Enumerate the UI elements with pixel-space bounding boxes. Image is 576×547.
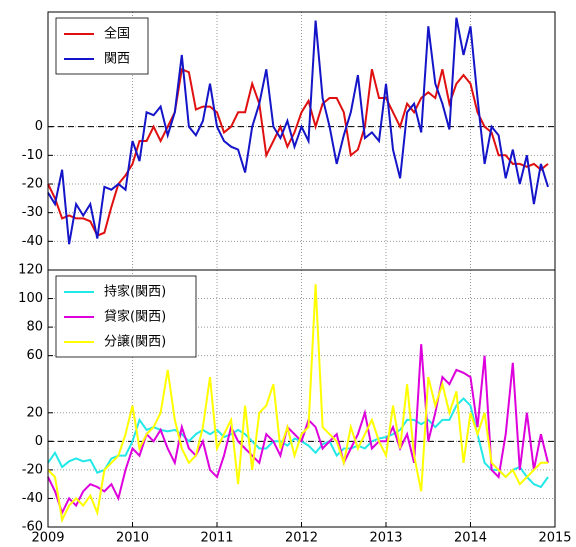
x-tick-label: 2009	[31, 531, 64, 546]
data-line	[47, 397, 549, 489]
x-tick-label: 2014	[454, 531, 487, 546]
y-tick-label: 20	[26, 405, 43, 420]
y-tick-label: 60	[26, 348, 43, 363]
data-line	[47, 17, 549, 245]
y-tick-label: -30	[22, 205, 43, 220]
legend-label: 全国	[104, 26, 130, 42]
x-tick-label: 2012	[285, 531, 318, 546]
y-tick-label: 120	[18, 263, 43, 278]
y-tick-label: -40	[22, 234, 43, 249]
x-tick-label: 2013	[369, 531, 402, 546]
y-tick-label: -10	[22, 148, 43, 163]
y-tick-label: -60	[22, 520, 43, 535]
y-tick-label: -40	[22, 491, 43, 506]
y-tick-label: -20	[22, 462, 43, 477]
y-tick-label: 100	[18, 291, 43, 306]
y-tick-label: 0	[35, 119, 43, 134]
legend-label: 持家(関西)	[104, 284, 166, 300]
x-tick-label: 2010	[116, 531, 149, 546]
y-tick-label: -20	[22, 177, 43, 192]
plot-frame	[47, 269, 556, 528]
x-tick-label: 2015	[538, 531, 571, 546]
data-line	[47, 67, 549, 237]
data-line	[47, 284, 548, 524]
legend-label: 貸家(関西)	[104, 309, 166, 325]
legend-box	[55, 17, 149, 75]
y-tick-label: 80	[26, 320, 43, 335]
data-line	[47, 344, 549, 516]
legend-label: 分譲(関西)	[104, 334, 166, 350]
y-tick-label: 0	[35, 434, 43, 449]
x-tick-label: 2011	[200, 531, 233, 546]
legend-label: 関西	[104, 52, 130, 67]
